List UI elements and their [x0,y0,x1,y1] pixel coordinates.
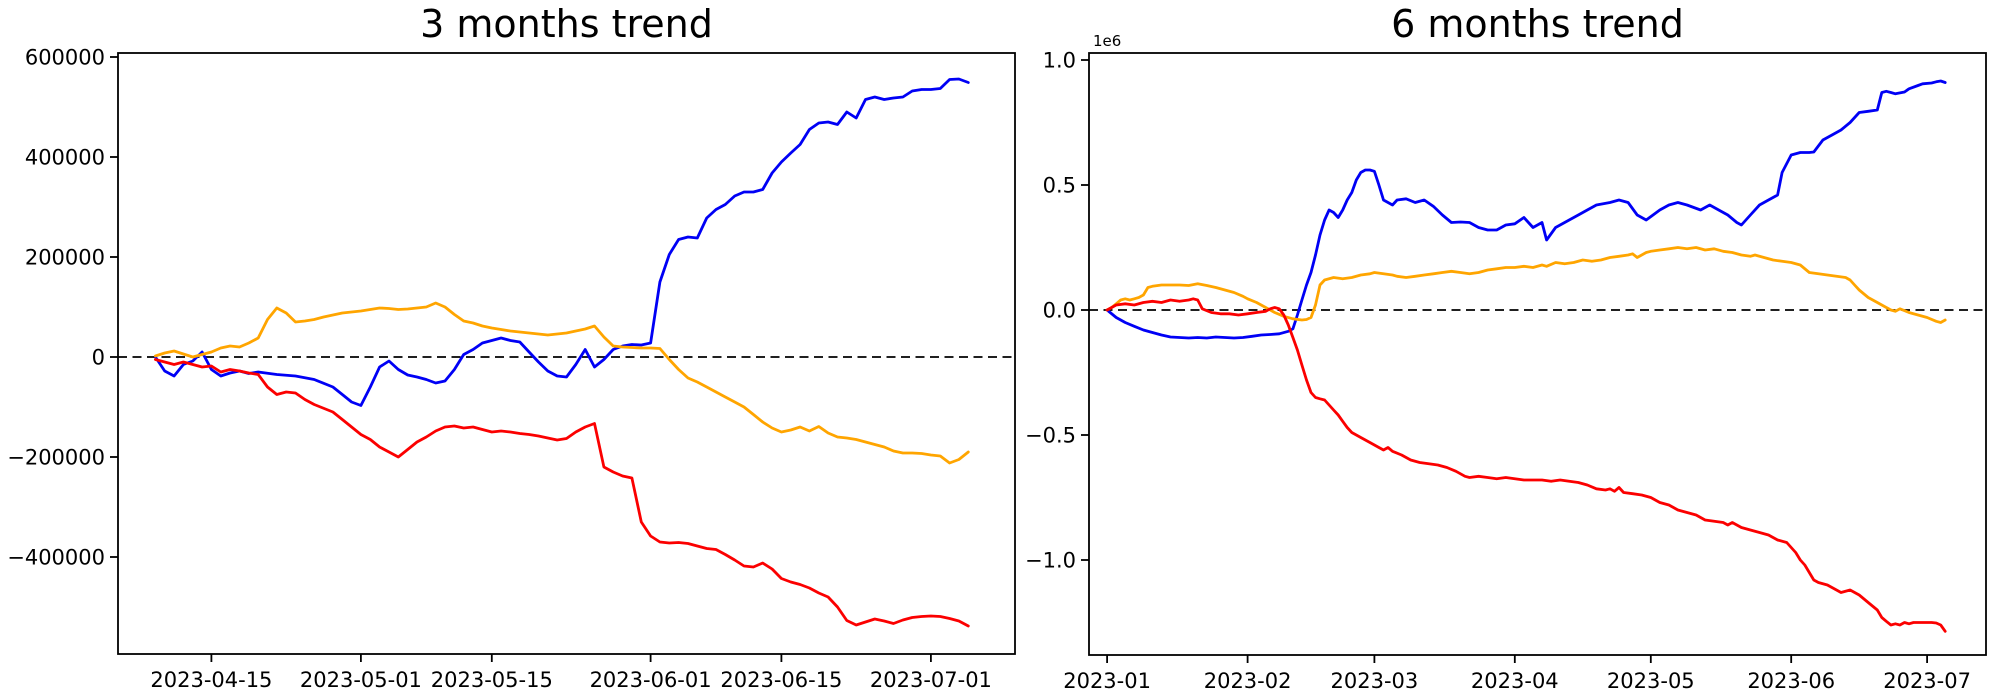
y-tick-label: 1.0 [1043,49,1076,73]
series-line-orange [153,301,970,465]
series-line-blue [153,77,970,407]
y-tick-label: 0.0 [1043,299,1076,323]
x-tick-label: 2023-03 [1331,669,1419,693]
x-tick-label: 2023-04-15 [150,668,272,692]
y-tick-label: 600000 [25,46,105,70]
x-tick-label: 2023-06 [1747,669,1835,693]
series-line-blue [1105,79,1947,340]
y-tick-label: −200000 [7,446,105,470]
x-tick-label: 2023-04 [1471,669,1559,693]
y-tick-label: 0 [92,346,105,370]
chart-title-6-months: 6 months trend [1391,2,1684,46]
y-tick-label: 200000 [25,246,105,270]
series-line-red [1105,297,1947,633]
chart-title-3-months: 3 months trend [420,2,713,46]
x-tick-label: 2023-07-01 [870,668,992,692]
y-tick-label: 0.5 [1043,174,1076,198]
axes-3-months: 2023-04-15 2023-05-01 2023-05-15 2023-06-01… [7,46,1016,692]
y-tick-label: −1.0 [1025,549,1076,573]
x-tick-label: 2023-06-01 [590,668,712,692]
axes-6-months: 2023-01 2023-02 2023-03 2023-04 2023-05 2023-… [1025,32,1987,693]
series-line-orange [1105,246,1947,324]
x-tick-label: 2023-05 [1607,669,1695,693]
x-tick-label: 2023-05-15 [431,668,553,692]
axes-frame [1088,52,1987,656]
y-tick-label: −0.5 [1025,424,1076,448]
x-tick-label: 2023-07 [1883,669,1971,693]
x-tick-label: 2023-05-01 [300,668,422,692]
axes-frame [117,52,1016,655]
x-tick-label: 2023-02 [1204,669,1292,693]
series-line-red [153,358,970,628]
y-axis-offset-label: 1e6 [1093,32,1121,50]
x-tick-label: 2023-01 [1063,669,1151,693]
y-tick-label: −400000 [7,546,105,570]
y-tick-label: 400000 [25,146,105,170]
x-tick-label: 2023-06-15 [720,668,842,692]
